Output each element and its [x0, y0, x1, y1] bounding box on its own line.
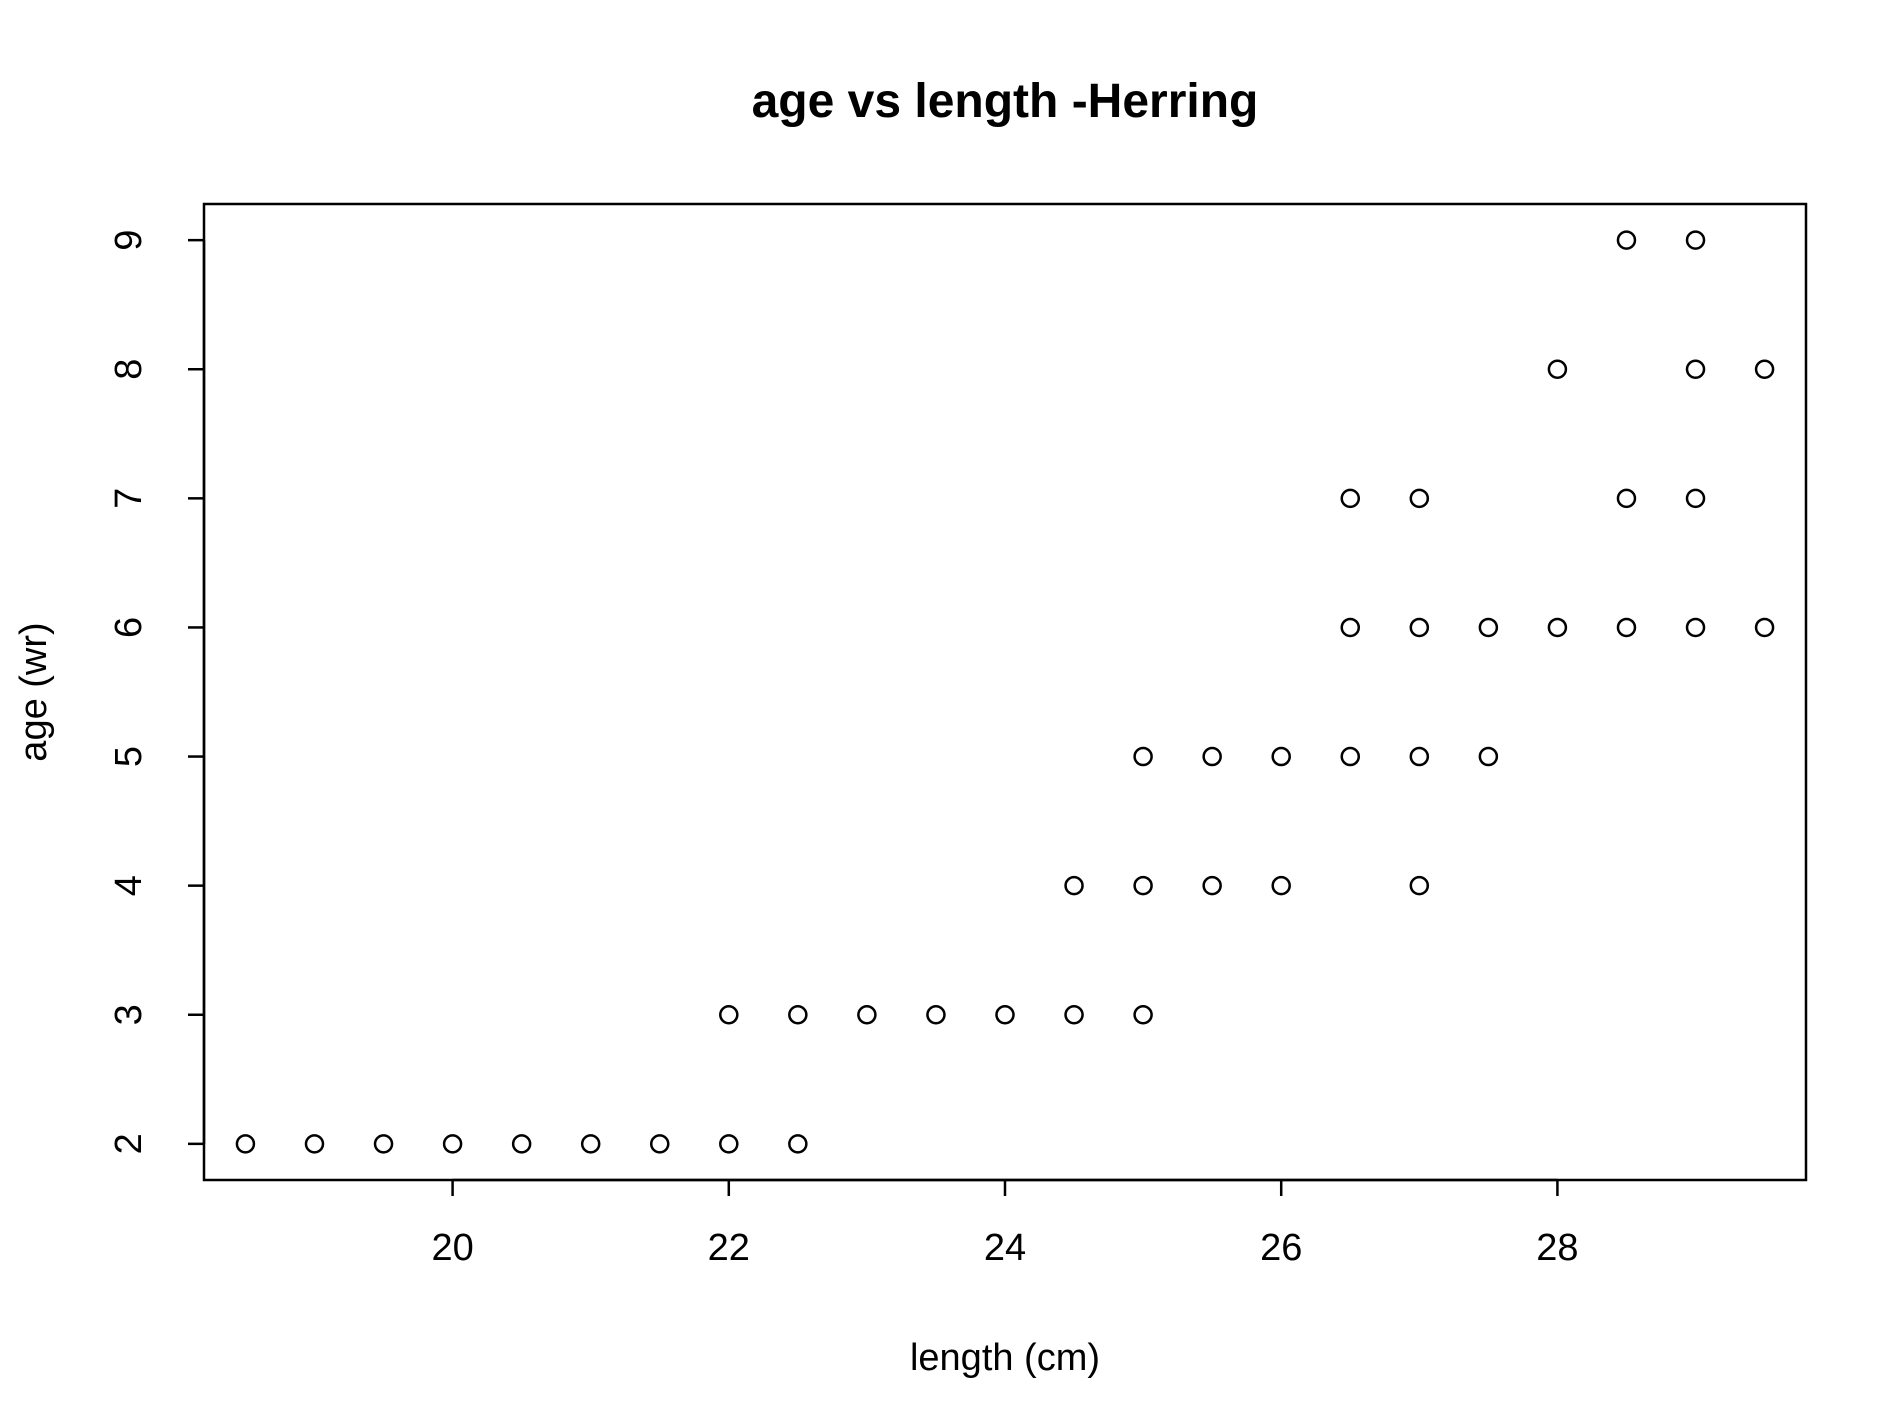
data-point	[580, 1134, 601, 1154]
data-point	[304, 1134, 325, 1154]
y-axis: 2 3 4 5 6 7 8 9	[108, 230, 206, 1154]
data-point	[1271, 746, 1291, 767]
data-point	[1754, 359, 1775, 379]
data-point	[926, 1005, 946, 1025]
y-tick-label: 7	[108, 488, 150, 509]
y-tick-label: 6	[108, 617, 150, 638]
data-point	[788, 1005, 808, 1025]
data-point	[788, 1134, 808, 1154]
data-point	[1616, 488, 1637, 509]
x-tick-label: 26	[1260, 1227, 1302, 1269]
data-point	[857, 1005, 877, 1025]
data-point	[1133, 1005, 1153, 1025]
x-axis-label: length (cm)	[910, 1337, 1100, 1379]
data-point	[1547, 359, 1568, 379]
data-point	[1133, 875, 1153, 896]
data-point	[1064, 1005, 1084, 1025]
data-point	[1409, 875, 1430, 896]
data-point	[649, 1134, 670, 1154]
x-tick-label: 24	[984, 1227, 1026, 1269]
data-point	[719, 1134, 739, 1154]
y-tick-label: 3	[108, 1004, 150, 1025]
data-point	[511, 1134, 532, 1154]
data-point	[1340, 488, 1361, 509]
data-point	[1478, 746, 1499, 767]
data-point	[1685, 359, 1706, 379]
data-point	[1340, 617, 1361, 638]
data-point	[719, 1005, 739, 1025]
x-tick-label: 20	[431, 1227, 473, 1269]
data-point	[1409, 746, 1430, 767]
data-point	[373, 1134, 394, 1154]
chart-title: age vs length -Herring	[752, 75, 1259, 128]
x-axis: 20 22 24 26 28	[431, 1178, 1579, 1269]
data-point	[1685, 617, 1706, 638]
data-point	[235, 1134, 256, 1154]
x-tick-label: 28	[1536, 1227, 1578, 1269]
data-point	[1340, 746, 1361, 767]
data-point	[1409, 617, 1430, 638]
y-tick-label: 9	[108, 230, 150, 251]
y-axis-label: age (wr)	[13, 622, 55, 761]
x-tick-label: 22	[708, 1227, 750, 1269]
data-point	[442, 1134, 463, 1154]
y-tick-label: 5	[108, 746, 150, 767]
y-tick-label: 4	[108, 875, 150, 896]
y-tick-label: 8	[108, 359, 150, 380]
data-point	[1616, 230, 1637, 250]
plot-frame	[202, 202, 1808, 1182]
data-point	[1064, 875, 1084, 896]
data-point	[1685, 488, 1706, 509]
data-point	[1547, 617, 1568, 638]
data-point	[1616, 617, 1637, 638]
data-point	[1409, 488, 1430, 509]
y-tick-label: 2	[108, 1133, 150, 1154]
data-point	[1754, 617, 1775, 638]
data-point	[995, 1005, 1015, 1025]
data-point	[1478, 617, 1499, 638]
data-points	[235, 230, 1775, 1154]
data-point	[1133, 746, 1153, 767]
data-point	[1271, 875, 1291, 896]
data-point	[1202, 746, 1222, 767]
data-point	[1202, 875, 1222, 896]
data-point	[1685, 230, 1706, 250]
